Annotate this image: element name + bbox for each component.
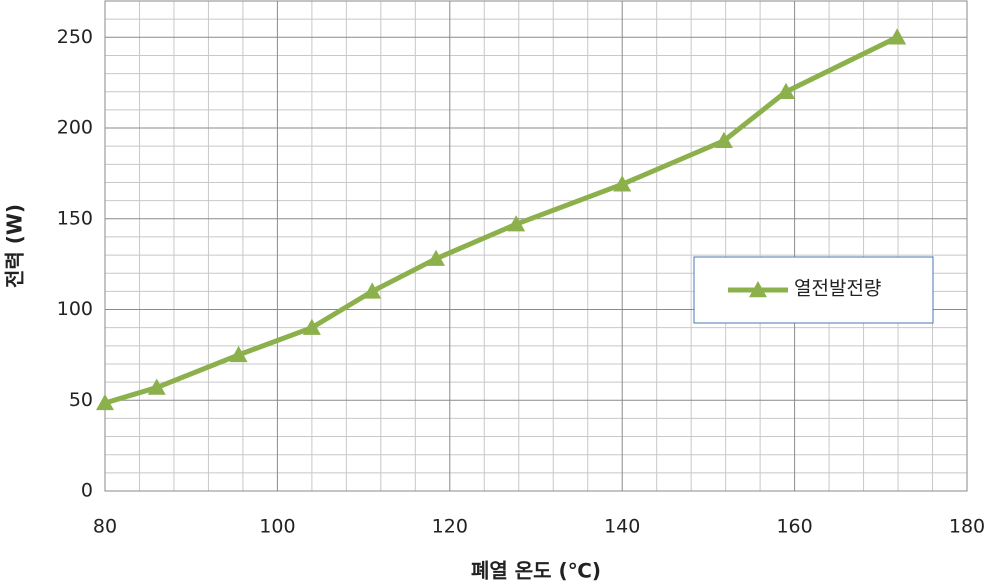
marker — [363, 282, 382, 299]
legend-label: 열전발전량 — [794, 278, 881, 300]
y-tick-label: 50 — [69, 389, 93, 411]
y-tick-label: 200 — [57, 117, 93, 139]
marker — [302, 318, 321, 335]
marker — [427, 249, 446, 266]
marker — [613, 175, 632, 192]
marker — [507, 215, 526, 232]
y-tick-label: 250 — [57, 26, 93, 48]
x-axis-title: 폐열 온도 (℃) — [471, 559, 601, 583]
marker — [229, 345, 248, 363]
x-tick-label: 180 — [949, 516, 985, 538]
marker — [714, 131, 733, 148]
y-axis-title: 전력 (W) — [3, 204, 27, 288]
marker — [776, 82, 795, 99]
y-tick-label: 0 — [81, 480, 93, 502]
marker — [96, 393, 114, 411]
legend-marker — [749, 281, 767, 298]
x-tick-label: 80 — [93, 516, 117, 538]
x-tick-label: 140 — [604, 516, 640, 538]
x-tick-label: 120 — [432, 516, 468, 538]
marker — [888, 28, 907, 45]
x-tick-label: 100 — [259, 516, 295, 538]
y-tick-label: 150 — [57, 207, 93, 229]
plot-border — [104, 0, 968, 492]
y-tick-label: 100 — [57, 298, 93, 320]
x-tick-label: 160 — [776, 516, 812, 538]
marker — [147, 378, 166, 395]
